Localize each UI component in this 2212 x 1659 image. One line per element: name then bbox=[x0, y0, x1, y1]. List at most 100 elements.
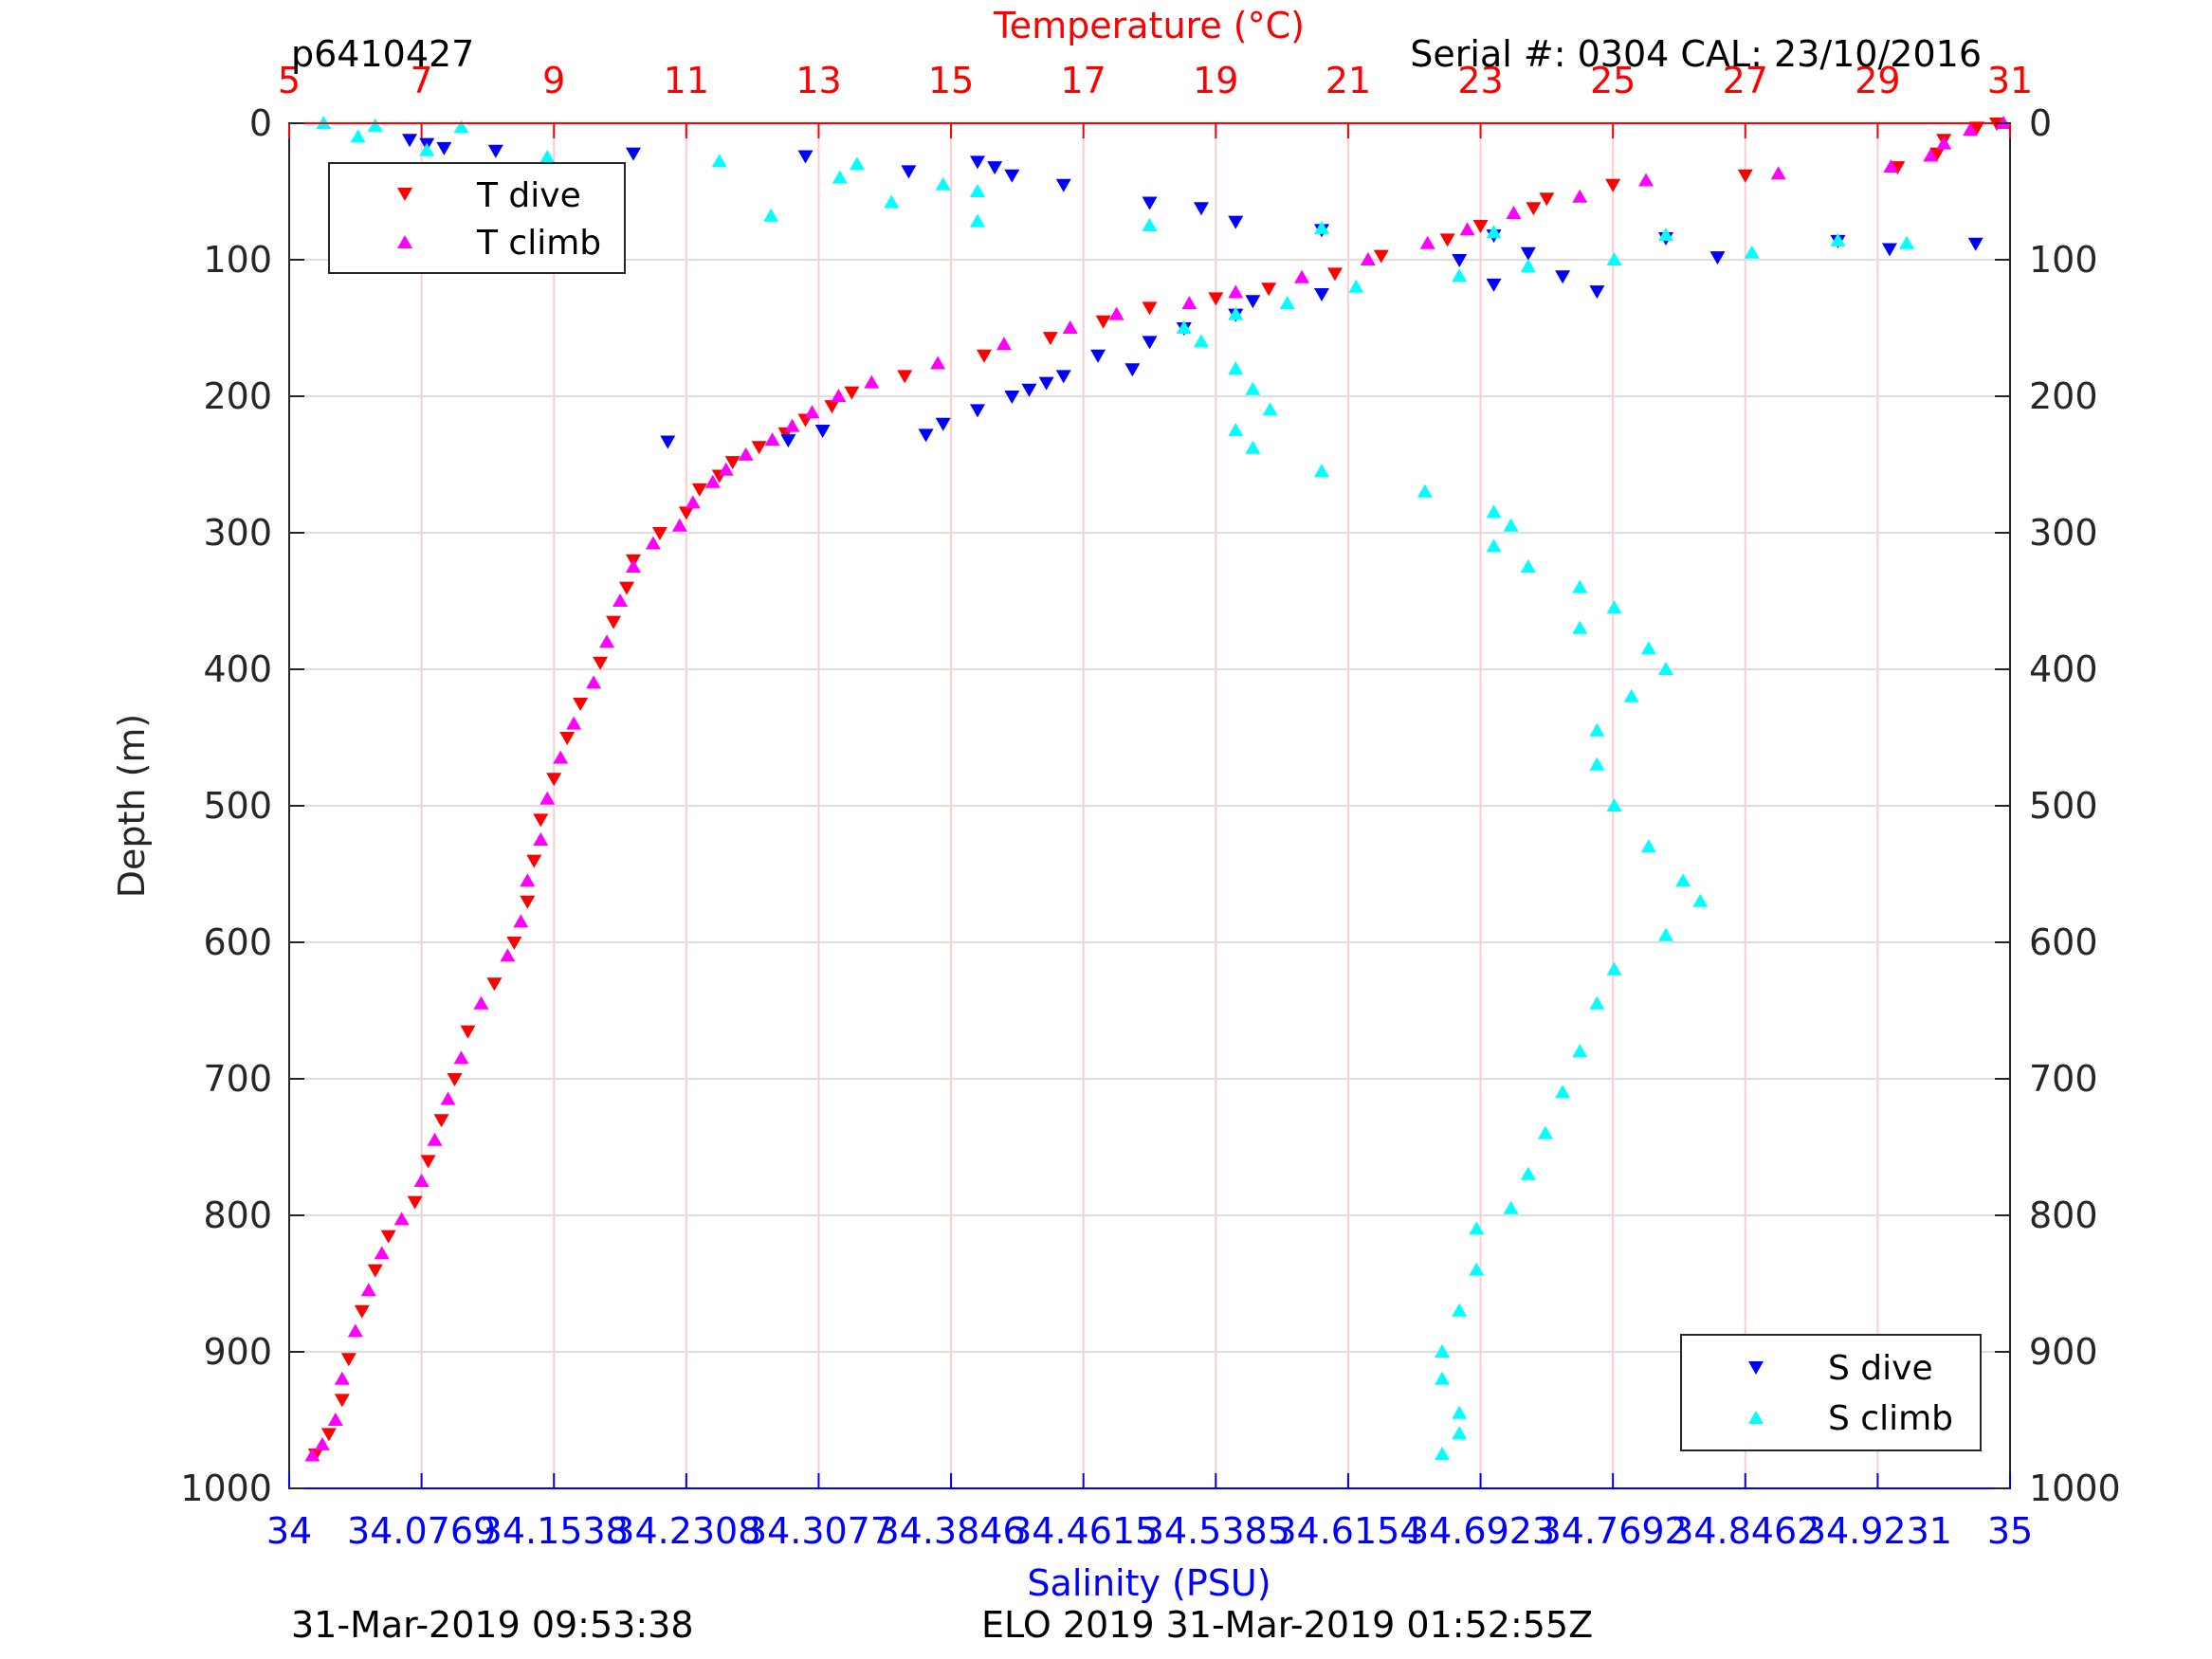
t-dive-point bbox=[1929, 147, 1946, 161]
depth-tick-label-right: 700 bbox=[2029, 1058, 2098, 1100]
t-dive-point bbox=[691, 483, 707, 497]
s-climb-point bbox=[1623, 688, 1639, 702]
legend-t-dive-marker bbox=[397, 188, 412, 201]
t-dive-point bbox=[526, 854, 542, 868]
t-climb-point bbox=[566, 716, 582, 730]
s-dive-point bbox=[1004, 391, 1020, 404]
t-dive-point bbox=[1042, 332, 1058, 346]
s-dive-point bbox=[1520, 246, 1536, 261]
t-dive-point bbox=[1261, 283, 1277, 297]
t-climb-point bbox=[304, 1448, 320, 1462]
t-climb-point bbox=[738, 447, 754, 461]
s-dive-point bbox=[814, 425, 831, 438]
temperature-tick-label: 9 bbox=[542, 60, 565, 101]
t-dive-point bbox=[1969, 121, 1985, 136]
s-climb-point bbox=[1572, 579, 1588, 593]
s-dive-point bbox=[1486, 278, 1502, 292]
t-dive-point bbox=[593, 656, 609, 670]
s-climb-point bbox=[1228, 361, 1244, 375]
t-climb-point bbox=[314, 1436, 330, 1450]
s-climb-point bbox=[832, 170, 848, 184]
s-dive-point bbox=[1090, 349, 1106, 363]
salinity-tick-label: 34.3846 bbox=[877, 1510, 1026, 1552]
t-climb-point bbox=[1963, 122, 1979, 137]
s-climb-point bbox=[1606, 798, 1622, 811]
t-dive-point bbox=[1142, 301, 1158, 316]
s-climb-point bbox=[1176, 320, 1192, 334]
s-climb-point bbox=[1435, 1447, 1451, 1460]
legend-t-dive-label: T dive bbox=[476, 176, 581, 215]
s-dive-point bbox=[1055, 370, 1071, 384]
s-climb-point bbox=[1572, 1044, 1588, 1058]
s-dive-point bbox=[626, 147, 641, 161]
s-dive-point bbox=[1004, 169, 1020, 183]
s-dive-point bbox=[1452, 254, 1468, 267]
t-climb-point bbox=[413, 1174, 430, 1187]
legend-t-climb-marker bbox=[397, 235, 412, 248]
s-climb-point bbox=[1606, 961, 1622, 975]
t-climb-point bbox=[453, 1050, 469, 1065]
legend-s-climb-label: S climb bbox=[1828, 1399, 1953, 1438]
t-climb-point bbox=[626, 559, 641, 573]
footer-timestamp-right: ELO 2019 31-Mar-2019 01:52:55Z bbox=[981, 1604, 1593, 1646]
s-climb-point bbox=[1520, 559, 1536, 573]
salinity-tick-label: 34.7692 bbox=[1539, 1510, 1688, 1552]
t-climb-point bbox=[784, 418, 800, 432]
t-climb-point bbox=[1638, 173, 1654, 187]
series-t-dive bbox=[307, 118, 2005, 1462]
s-dive-point bbox=[901, 165, 917, 179]
t-dive-point bbox=[320, 1428, 337, 1442]
series-t-climb bbox=[304, 116, 2012, 1462]
s-dive-point bbox=[1245, 295, 1261, 309]
temperature-tick-label: 21 bbox=[1325, 60, 1371, 101]
t-climb-point bbox=[473, 995, 489, 1010]
s-climb-point bbox=[1469, 1262, 1485, 1276]
t-dive-point bbox=[546, 773, 562, 787]
t-climb-point bbox=[374, 1246, 390, 1260]
s-climb-point bbox=[419, 142, 435, 156]
t-dive-point bbox=[407, 1195, 423, 1210]
s-climb-point bbox=[1452, 1303, 1468, 1317]
s-climb-point bbox=[1503, 518, 1519, 532]
temperature-tick-label: 13 bbox=[795, 60, 841, 101]
s-climb-point bbox=[1435, 1371, 1451, 1385]
legend-s-dive-marker bbox=[1748, 1361, 1764, 1375]
t-dive-point bbox=[678, 506, 694, 520]
s-dive-point bbox=[987, 161, 1003, 175]
temperature-legend: T dive T climb bbox=[328, 162, 626, 274]
glider-id: p6410427 bbox=[291, 33, 474, 75]
t-climb-point bbox=[513, 914, 529, 928]
t-climb-point bbox=[804, 405, 820, 419]
s-climb-point bbox=[1193, 334, 1209, 348]
s-dive-point bbox=[1038, 376, 1054, 391]
t-climb-point bbox=[764, 432, 780, 447]
s-climb-point bbox=[1452, 1405, 1468, 1419]
salinity-tick-label: 34.9231 bbox=[1803, 1510, 1952, 1552]
depth-tick-label-left: 100 bbox=[203, 239, 272, 281]
salinity-tick-label: 34.5385 bbox=[1142, 1510, 1290, 1552]
t-climb-point bbox=[1459, 222, 1475, 236]
s-climb-point bbox=[1348, 279, 1364, 293]
t-climb-point bbox=[704, 474, 721, 488]
t-climb-point bbox=[334, 1371, 350, 1385]
s-climb-point bbox=[367, 118, 383, 132]
t-climb-point bbox=[1181, 296, 1197, 310]
s-dive-point bbox=[935, 417, 951, 431]
t-climb-point bbox=[718, 462, 734, 476]
legend-s-climb-marker bbox=[1748, 1411, 1764, 1424]
t-climb-point bbox=[599, 634, 615, 648]
s-climb-point bbox=[970, 184, 985, 197]
s-dive-point bbox=[1314, 288, 1329, 301]
s-climb-point bbox=[1279, 296, 1295, 310]
t-climb-point bbox=[645, 536, 661, 550]
grid-lines bbox=[288, 122, 2011, 1489]
s-climb-point bbox=[849, 156, 865, 171]
s-climb-point bbox=[1245, 440, 1261, 454]
salinity-tick-label: 34 bbox=[266, 1510, 312, 1552]
s-climb-point bbox=[1537, 1125, 1553, 1139]
t-dive-point bbox=[1326, 267, 1343, 282]
axis-ticks: 5 7 9 11 13 15 17 19 21 23 25 27 29 31 34 34.076934.153… bbox=[180, 60, 2120, 1552]
t-climb-point bbox=[500, 948, 516, 962]
temperature-legend-box bbox=[328, 162, 626, 274]
t-climb-point bbox=[612, 593, 629, 607]
